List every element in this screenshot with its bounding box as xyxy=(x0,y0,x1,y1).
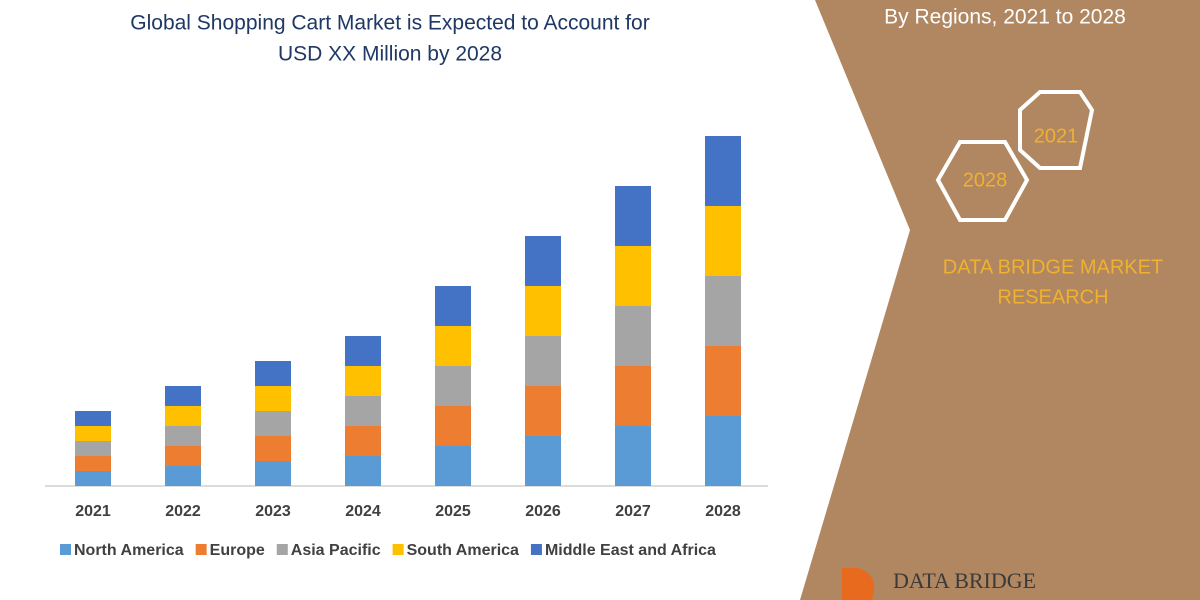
bar-segment xyxy=(615,246,651,306)
chart-title: Global Shopping Cart Market is Expected … xyxy=(130,12,649,35)
x-tick-label: 2028 xyxy=(705,503,741,520)
bar-segment xyxy=(345,426,381,456)
bar-segment xyxy=(165,406,201,426)
bar-segment xyxy=(435,326,471,366)
bar-segment xyxy=(615,426,651,486)
bar-segment xyxy=(705,346,741,416)
bar-segment xyxy=(165,446,201,466)
logo-text: DATA BRIDGE xyxy=(893,568,1036,593)
bar-segment xyxy=(75,426,111,441)
x-tick-label: 2025 xyxy=(435,503,471,520)
bar-segment xyxy=(525,336,561,386)
bar-segment xyxy=(345,336,381,366)
x-tick-label: 2026 xyxy=(525,503,561,520)
bar-segment xyxy=(525,236,561,286)
bar-segment xyxy=(435,286,471,326)
bar-segment xyxy=(165,426,201,446)
bar-segment xyxy=(255,361,291,386)
x-tick-label: 2022 xyxy=(165,503,201,520)
bar-segment xyxy=(435,446,471,486)
hexagon xyxy=(935,140,1030,222)
legend-label: Europe xyxy=(210,542,265,559)
bar-segment xyxy=(255,386,291,411)
bar-segment xyxy=(615,306,651,366)
brand-text: RESEARCH xyxy=(997,286,1108,308)
legend-label: North America xyxy=(74,542,184,559)
panel-heading: By Regions, 2021 to 2028 xyxy=(884,6,1126,29)
bar-segment xyxy=(165,466,201,486)
brand-text: DATA BRIDGE MARKET xyxy=(943,256,1163,278)
bar-segment xyxy=(75,411,111,426)
x-tick-label: 2027 xyxy=(615,503,651,520)
bar-segment xyxy=(345,366,381,396)
bar-segment xyxy=(75,471,111,486)
legend-swatch xyxy=(195,544,207,555)
legend-swatch xyxy=(276,544,288,555)
bar-segment xyxy=(525,436,561,486)
bar-segment xyxy=(75,441,111,456)
bar-segment xyxy=(705,136,741,206)
bar-segment xyxy=(615,366,651,426)
side-panel xyxy=(800,0,1200,600)
bar-segment xyxy=(255,411,291,436)
bar-segment xyxy=(255,436,291,461)
legend-label: Middle East and Africa xyxy=(545,542,716,559)
logo-icon xyxy=(842,568,875,600)
x-tick-label: 2023 xyxy=(255,503,291,520)
bar-segment xyxy=(165,386,201,406)
bar-segment xyxy=(525,386,561,436)
legend-label: Asia Pacific xyxy=(291,542,381,559)
x-tick-label: 2021 xyxy=(75,503,111,520)
bar-segment xyxy=(345,456,381,486)
bar-segment xyxy=(525,286,561,336)
legend-label: South America xyxy=(407,542,519,559)
legend-swatch xyxy=(530,544,542,555)
hexagon-label: 2028 xyxy=(963,169,1008,191)
bar-segment xyxy=(255,461,291,486)
bar-segment xyxy=(705,276,741,346)
bar-segment xyxy=(705,206,741,276)
bar-segment xyxy=(705,416,741,486)
legend-swatch xyxy=(392,544,404,555)
bar-segment xyxy=(435,366,471,406)
bar-segment xyxy=(75,456,111,471)
chart-title: USD XX Million by 2028 xyxy=(278,43,502,66)
bar-segment xyxy=(435,406,471,446)
x-tick-label: 2024 xyxy=(345,503,381,520)
bar-segment xyxy=(345,396,381,426)
hexagon xyxy=(1018,90,1095,170)
legend-swatch xyxy=(60,544,71,555)
hexagon-label: 2021 xyxy=(1034,125,1079,147)
bar-segment xyxy=(615,186,651,246)
